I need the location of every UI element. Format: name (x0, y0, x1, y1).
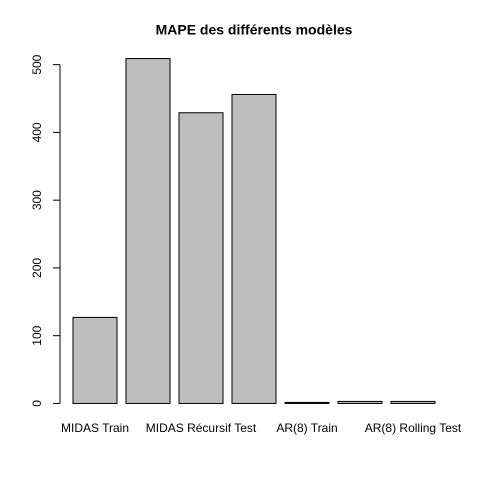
bar (72, 316, 118, 404)
chart-title: MAPE des différents modèles (156, 22, 353, 38)
y-tick-label: 400 (30, 122, 44, 142)
bar (231, 93, 277, 404)
y-tick-label: 0 (30, 400, 44, 407)
bar (125, 58, 171, 404)
x-tick-label: MIDAS Récursif Test (146, 421, 257, 435)
bar (337, 400, 383, 404)
x-tick-label: AR(8) Rolling Test (365, 421, 462, 435)
x-tick-label: MIDAS Train (61, 421, 129, 435)
x-tick-label: AR(8) Train (276, 421, 337, 435)
y-tick-label: 100 (30, 325, 44, 345)
y-tick-label: 500 (30, 54, 44, 74)
y-tick-label: 300 (30, 190, 44, 210)
y-tick-label: 200 (30, 258, 44, 278)
bar (284, 401, 330, 404)
bar (390, 400, 436, 404)
bar (178, 112, 224, 404)
